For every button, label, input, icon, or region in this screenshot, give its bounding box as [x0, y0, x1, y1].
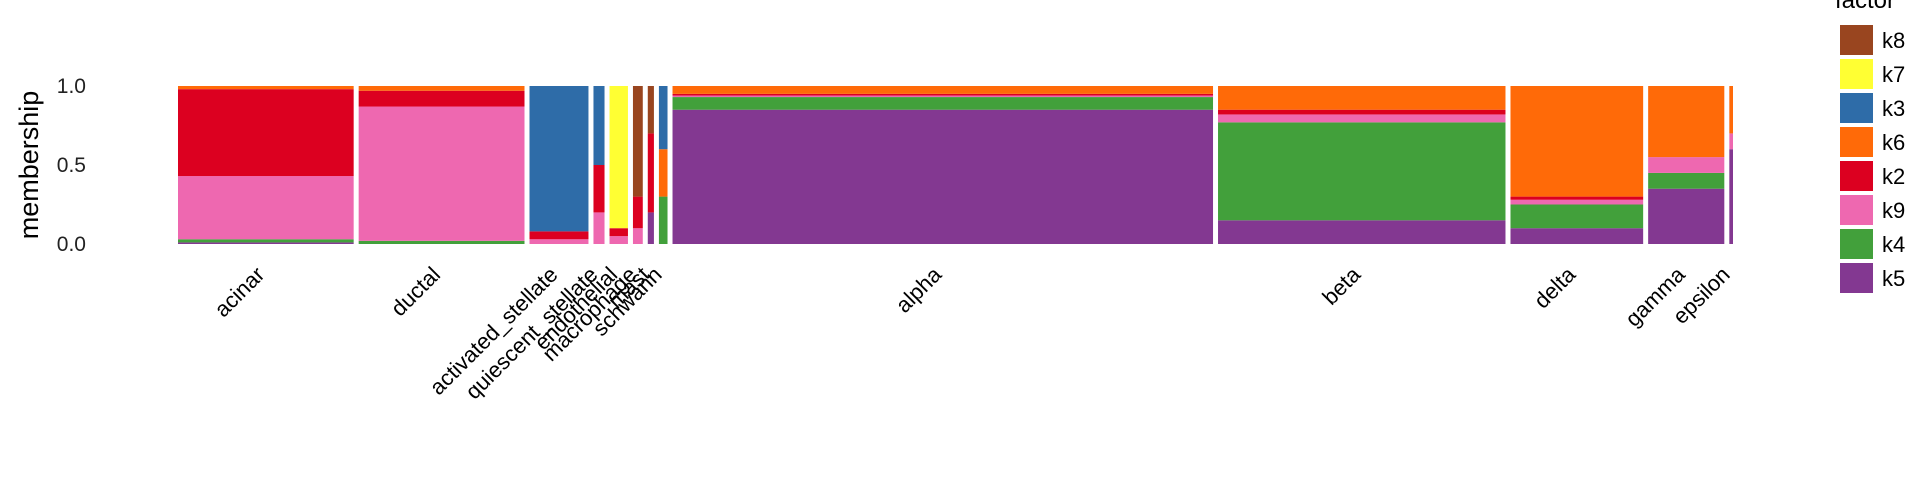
segment — [1729, 149, 1733, 244]
segment — [1510, 196, 1644, 200]
segment — [658, 86, 668, 150]
legend-label: k5 — [1882, 266, 1905, 291]
segment — [1218, 220, 1506, 244]
segment — [609, 228, 628, 237]
legend-label: k8 — [1882, 28, 1905, 53]
segment — [658, 196, 668, 244]
segment — [593, 165, 605, 213]
segment — [593, 212, 605, 244]
segment — [1510, 204, 1644, 229]
y-axis-label: membership — [14, 91, 44, 240]
legend-title: factor — [1835, 0, 1895, 14]
segment — [609, 236, 628, 244]
segment — [1510, 86, 1644, 197]
segment — [529, 231, 589, 240]
legend-label: k9 — [1882, 198, 1905, 223]
segment — [358, 90, 525, 107]
segment — [1648, 188, 1725, 244]
legend-key — [1840, 93, 1873, 123]
segment — [672, 95, 1214, 98]
y-tick-label: 0.0 — [57, 233, 86, 256]
segment — [1648, 172, 1725, 189]
legend-key — [1840, 263, 1873, 293]
segment — [672, 93, 1214, 96]
segment — [1218, 114, 1506, 123]
segment — [1218, 122, 1506, 221]
segment — [529, 239, 589, 244]
segment — [1729, 86, 1733, 134]
segment — [647, 212, 654, 244]
segment — [647, 86, 654, 134]
legend-label: k3 — [1882, 96, 1905, 121]
y-tick-label: 0.5 — [57, 154, 86, 177]
legend-key — [1840, 59, 1873, 89]
legend-label: k4 — [1882, 232, 1905, 257]
segment — [672, 86, 1214, 94]
x-tick-label: delta — [1529, 261, 1581, 313]
x-tick-label: alpha — [891, 261, 947, 317]
segment — [529, 86, 589, 232]
segment — [1510, 228, 1644, 244]
segment — [178, 239, 354, 243]
x-tick-label: acinar — [209, 262, 269, 322]
y-tick-label: 1.0 — [57, 75, 86, 98]
segment — [632, 86, 643, 197]
x-tick-label: ductal — [386, 262, 445, 321]
segment — [178, 176, 354, 240]
x-tick-label: beta — [1317, 261, 1365, 309]
legend-label: k6 — [1882, 130, 1905, 155]
segment — [178, 89, 354, 177]
legend-label: k7 — [1882, 62, 1905, 87]
segment — [178, 242, 354, 244]
segment — [1729, 133, 1733, 150]
segment — [672, 97, 1214, 110]
legend-key — [1840, 25, 1873, 55]
segment — [632, 228, 643, 244]
segment — [1218, 109, 1506, 115]
segment — [647, 133, 654, 213]
legend-key — [1840, 127, 1873, 157]
legend-label: k2 — [1882, 164, 1905, 189]
legend-key — [1840, 195, 1873, 225]
segment — [593, 86, 605, 165]
segment — [672, 109, 1214, 244]
segment — [358, 106, 525, 241]
segment — [1648, 86, 1725, 158]
segment — [632, 196, 643, 229]
segment — [1510, 199, 1644, 205]
legend-key — [1840, 229, 1873, 259]
segment — [358, 86, 525, 91]
segment — [658, 149, 668, 197]
segment — [1218, 86, 1506, 110]
segment — [178, 86, 354, 90]
segment — [358, 240, 525, 244]
segment — [1648, 157, 1725, 173]
legend-key — [1840, 161, 1873, 191]
segment — [609, 86, 628, 229]
